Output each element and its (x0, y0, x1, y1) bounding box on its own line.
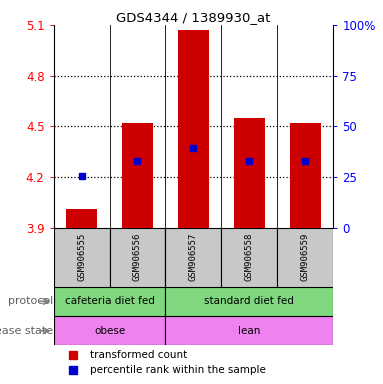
Text: GSM906556: GSM906556 (133, 233, 142, 281)
Text: protocol: protocol (8, 296, 54, 306)
Text: GSM906555: GSM906555 (77, 233, 86, 281)
Bar (221, 228, 277, 287)
Bar (122, 123, 153, 228)
Bar (54, 316, 165, 346)
Text: GSM906559: GSM906559 (301, 233, 310, 281)
Text: disease state: disease state (0, 326, 54, 336)
Bar (165, 228, 221, 287)
Text: percentile rank within the sample: percentile rank within the sample (90, 366, 266, 376)
Bar (234, 118, 265, 228)
Text: transformed count: transformed count (90, 350, 187, 360)
Text: lean: lean (238, 326, 260, 336)
Bar (178, 30, 209, 228)
Title: GDS4344 / 1389930_at: GDS4344 / 1389930_at (116, 11, 271, 24)
Bar (66, 209, 97, 228)
Bar (54, 287, 165, 316)
Bar (165, 316, 333, 346)
Text: GSM906558: GSM906558 (245, 233, 254, 281)
Text: cafeteria diet fed: cafeteria diet fed (65, 296, 154, 306)
Bar (290, 123, 321, 228)
Text: standard diet fed: standard diet fed (205, 296, 294, 306)
Text: obese: obese (94, 326, 125, 336)
Bar (110, 228, 165, 287)
Bar (165, 287, 333, 316)
Text: GSM906557: GSM906557 (189, 233, 198, 281)
Bar (54, 228, 110, 287)
Bar (277, 228, 333, 287)
